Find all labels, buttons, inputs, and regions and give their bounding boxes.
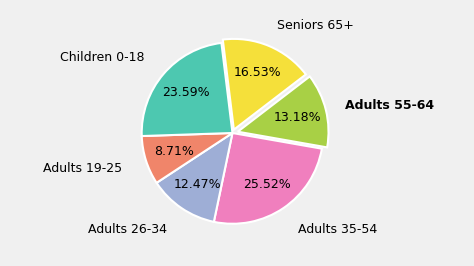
Text: 13.18%: 13.18% xyxy=(274,110,321,123)
Text: Children 0-18: Children 0-18 xyxy=(60,51,144,64)
Text: 23.59%: 23.59% xyxy=(162,86,210,99)
Text: 25.52%: 25.52% xyxy=(243,178,291,191)
Text: Seniors 65+: Seniors 65+ xyxy=(277,19,354,32)
Wedge shape xyxy=(223,39,306,130)
Text: Adults 19-25: Adults 19-25 xyxy=(43,162,122,175)
Wedge shape xyxy=(214,133,322,224)
Wedge shape xyxy=(142,133,232,183)
Wedge shape xyxy=(238,76,328,147)
Text: Adults 55-64: Adults 55-64 xyxy=(345,99,435,112)
Text: Adults 26-34: Adults 26-34 xyxy=(88,222,167,235)
Text: 8.71%: 8.71% xyxy=(154,145,193,158)
Wedge shape xyxy=(142,43,232,136)
Text: Adults 35-54: Adults 35-54 xyxy=(298,223,377,236)
Wedge shape xyxy=(156,133,232,222)
Text: 12.47%: 12.47% xyxy=(174,177,221,190)
Text: 16.53%: 16.53% xyxy=(234,66,282,79)
